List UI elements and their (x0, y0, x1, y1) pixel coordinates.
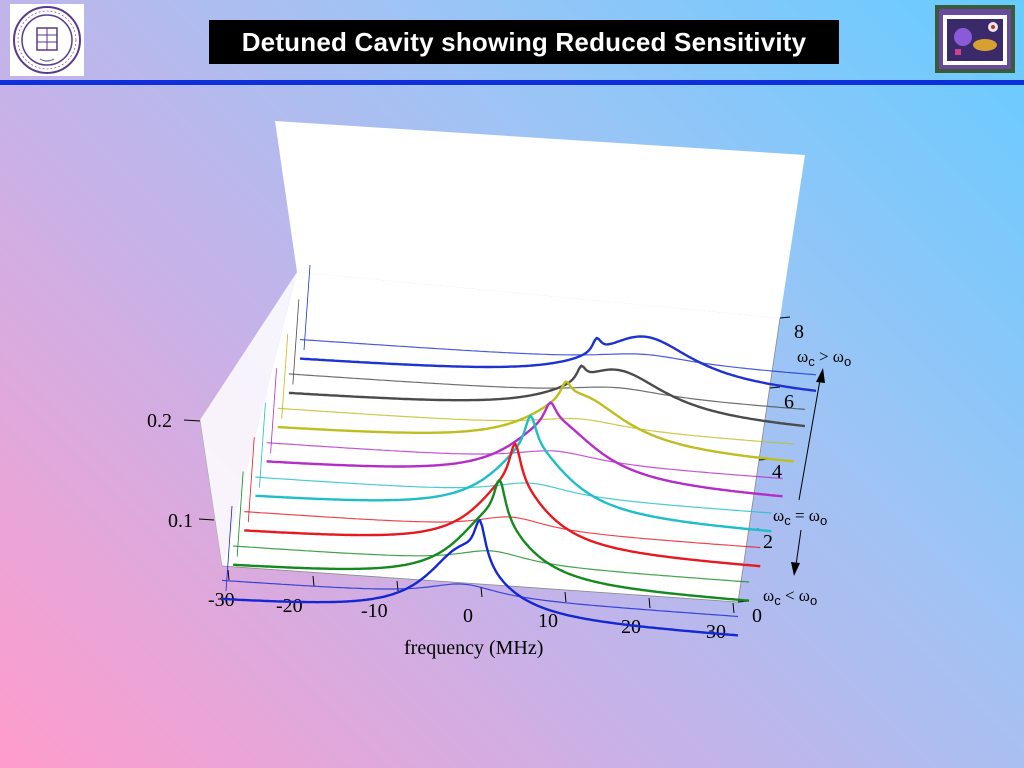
series-baseline-trace (266, 442, 783, 480)
series-baseline-trace (255, 476, 772, 514)
series-baseline-trace (299, 338, 817, 376)
chart-back-wall (275, 121, 805, 318)
z-tick-label: 4 (772, 461, 782, 483)
series-line (233, 478, 750, 602)
y-tick-marks (183, 419, 215, 521)
series-baseline-trace (288, 373, 805, 410)
series-stem (259, 402, 266, 488)
slide-title: Detuned Cavity showing Reduced Sensitivi… (209, 20, 839, 64)
x-tick-label: 20 (621, 616, 641, 638)
series-baseline-trace (244, 511, 761, 549)
x-tick-label: 30 (706, 621, 726, 643)
series-line (277, 380, 794, 463)
detuning-arrows (791, 368, 825, 576)
x-tick-label: -10 (361, 600, 388, 622)
northwestern-seal-logo (10, 4, 84, 76)
z-tick-label: 0 (752, 605, 762, 627)
x-tick-label: 10 (538, 610, 558, 632)
series-stem (247, 437, 255, 523)
z-tick-label: 2 (763, 531, 773, 553)
x-tick-label: 0 (463, 605, 473, 627)
x-tick-label: -20 (276, 595, 303, 617)
series-stem (236, 471, 244, 557)
y-tick-label: 0.2 (147, 410, 172, 432)
chart-left-wall (200, 272, 297, 566)
series-line (221, 519, 739, 637)
z-tick-label: 6 (784, 391, 794, 413)
series-line (299, 335, 817, 392)
series-line (244, 442, 761, 568)
series-stem (225, 505, 233, 592)
series-group (221, 264, 817, 637)
series-baseline-trace (277, 407, 794, 445)
x-tick-label: -30 (208, 589, 235, 611)
photo-thumbnail (935, 5, 1015, 73)
series-baseline-trace (221, 579, 739, 618)
series-stem (270, 368, 277, 454)
series-baseline-trace (233, 545, 750, 583)
x-axis-edge (221, 565, 739, 603)
z-tick-label: 8 (794, 321, 804, 343)
y-axis-edge (199, 419, 223, 567)
annotation-wc-greater-wo: ωc > ωo (797, 347, 851, 369)
annotation-wc-less-wo: ωc < ωo (763, 586, 817, 608)
annotation-wc-equal-wo: ωc = ωo (773, 506, 827, 528)
series-line (288, 364, 806, 428)
y-tick-label: 0.1 (168, 510, 193, 532)
series-line (266, 401, 783, 498)
series-stem (303, 264, 311, 351)
series-stem (292, 299, 300, 385)
series-line (255, 414, 772, 533)
header-divider (0, 80, 1024, 85)
x-axis-label: frequency (MHz) (404, 637, 543, 659)
series-stem (281, 333, 289, 419)
